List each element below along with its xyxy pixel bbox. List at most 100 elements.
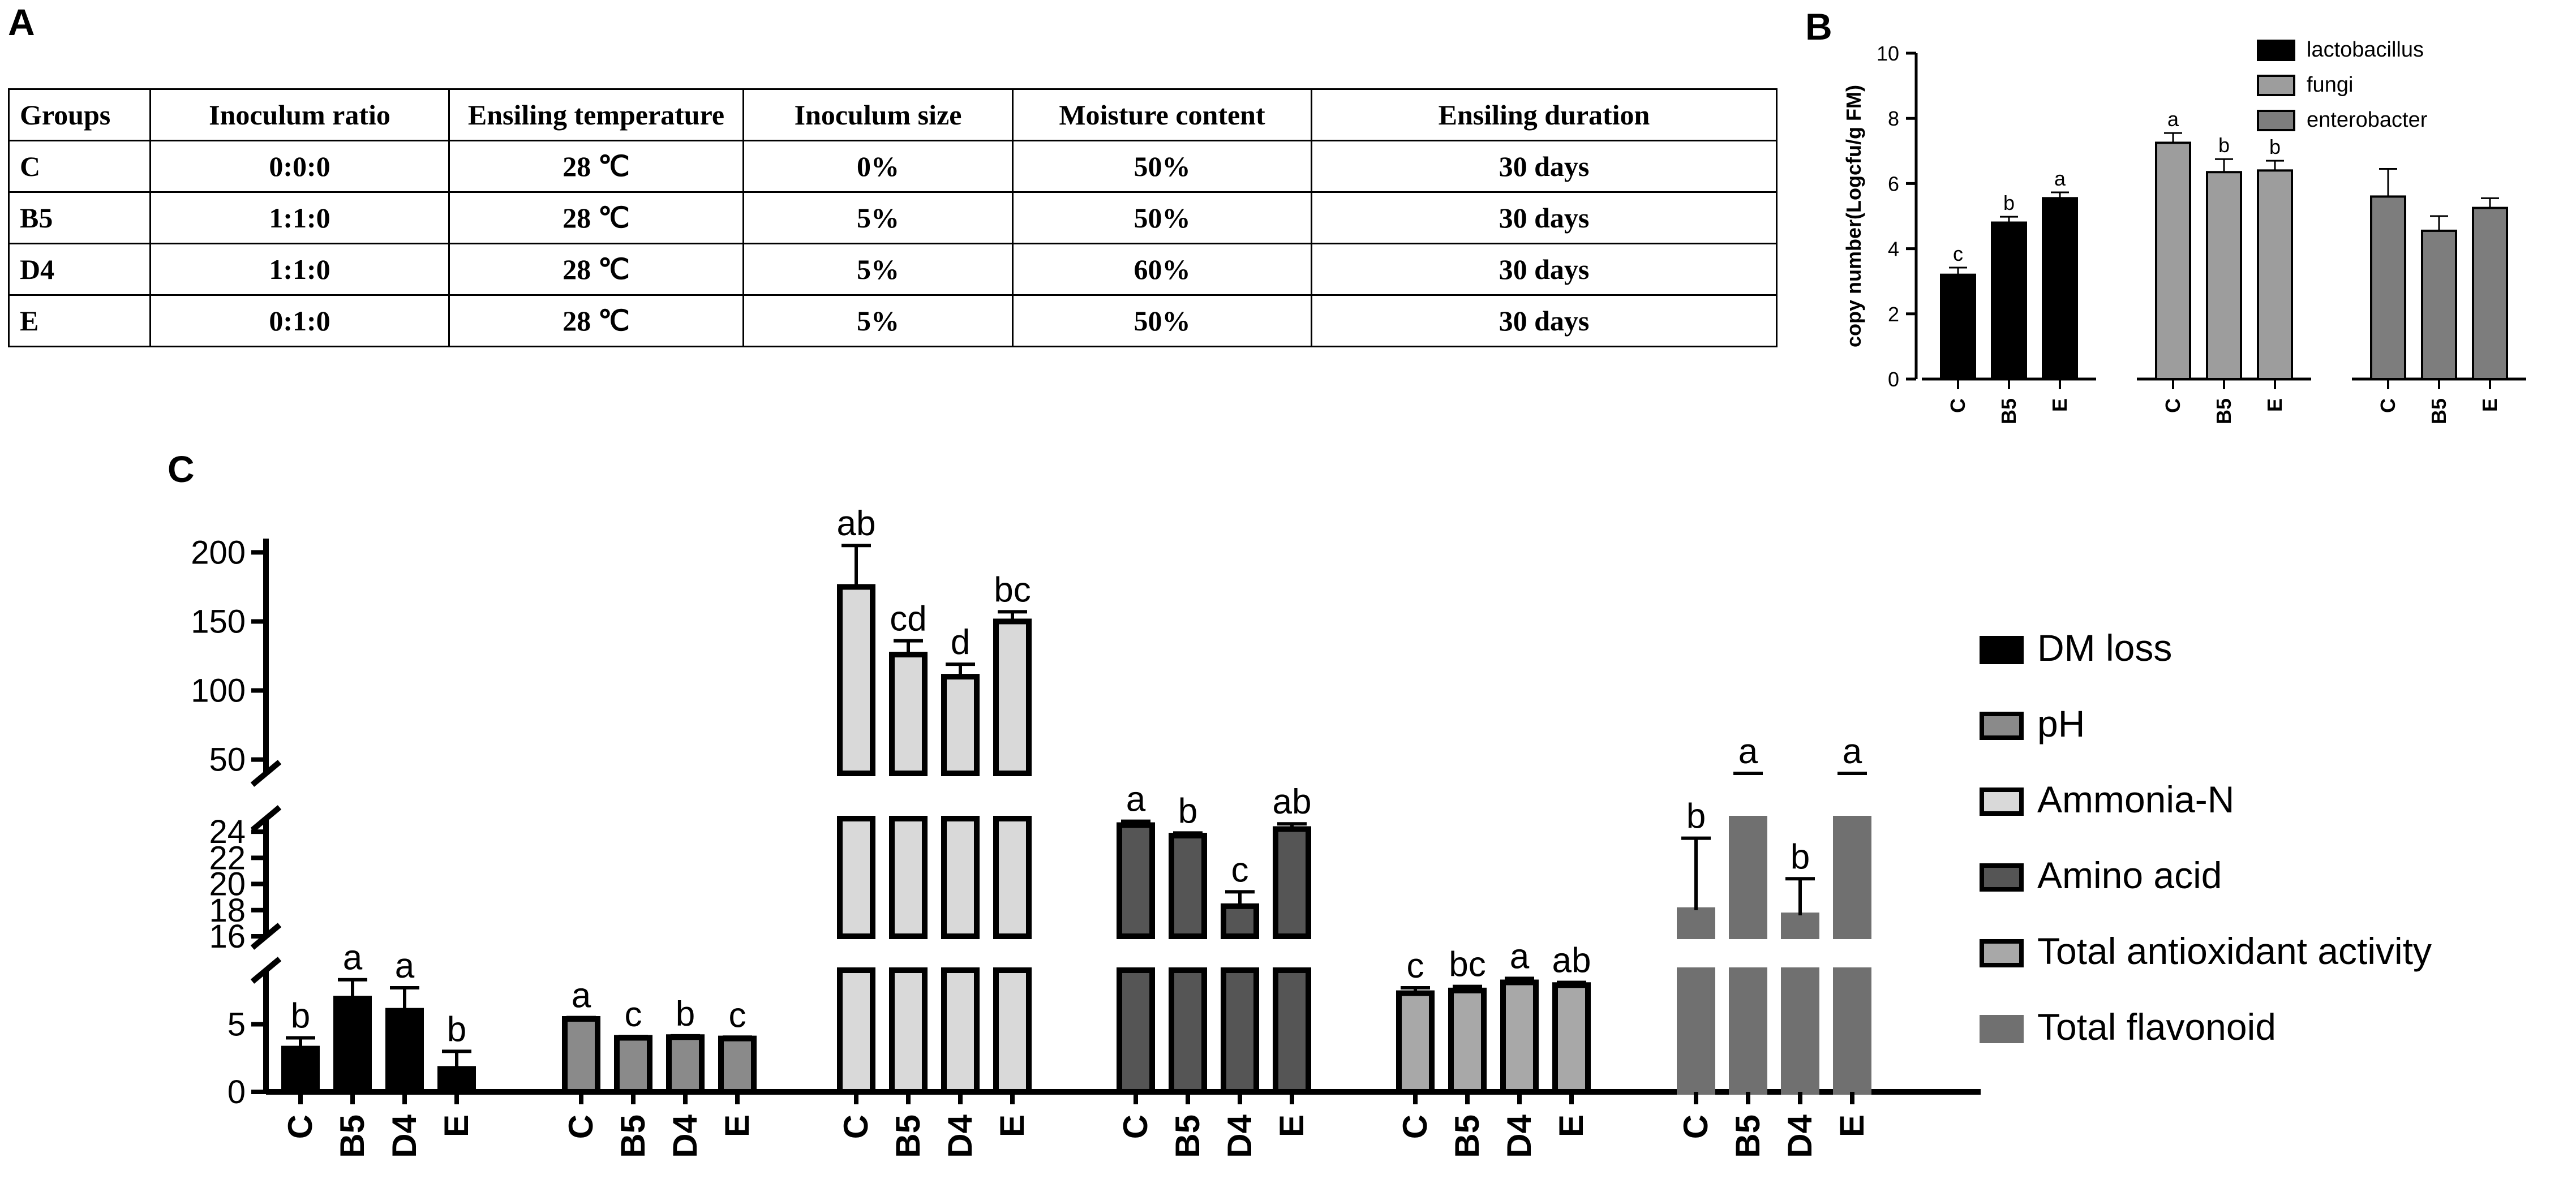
x-tick-label: E <box>993 1114 1031 1137</box>
bar-Ammonia-N-D4 <box>941 674 980 776</box>
significance-label: cd <box>890 600 926 639</box>
table-cell: 1:1:0 <box>149 191 450 244</box>
table-cell: 30 days <box>1311 243 1778 296</box>
x-tick-label: B5 <box>889 1114 927 1158</box>
legend-swatch-Amino acid <box>1980 863 2024 892</box>
significance-label: ab <box>1552 941 1591 980</box>
bar-DM loss-E <box>437 1066 476 1095</box>
x-tick-label: E <box>1833 1114 1871 1137</box>
chart-b: 0 2 4 6 8 10 copy number(Logcfu/g FM) c Cb B5 a Ela… <box>1842 38 2526 424</box>
bar-Total flavonoid-D4 <box>1781 913 1819 939</box>
legend-label-Total flavonoid: Total flavonoid <box>2037 1006 2276 1048</box>
significance-label: a <box>343 939 363 978</box>
x-tick-label: C <box>1117 1114 1154 1139</box>
x-tick-label: E <box>1273 1114 1311 1137</box>
bar-enterobacter-B5 <box>2421 229 2457 380</box>
table-cell: E <box>8 294 151 347</box>
table-cell: 30 days <box>1311 140 1778 193</box>
x-tick-label: E <box>437 1114 475 1137</box>
bar-Amino acid-C <box>1117 967 1155 1095</box>
bar-Amino acid-D4 <box>1221 967 1259 1095</box>
significance-label: b <box>291 996 310 1035</box>
table-cell: 28 ℃ <box>448 243 744 296</box>
y-tick-label: 0 <box>1888 368 1899 391</box>
table-cell: 60% <box>1012 243 1312 296</box>
y-tick-label: 6 <box>1888 172 1899 195</box>
bar-Total flavonoid-C <box>1677 907 1715 939</box>
x-tick-label: C <box>1396 1114 1434 1139</box>
table-cell: 50% <box>1012 140 1312 193</box>
bar-Ammonia-N-C <box>837 967 875 1095</box>
x-tick-label: C <box>281 1114 319 1139</box>
x-tick-label: B5 <box>1997 398 2020 424</box>
x-tick-label: D4 <box>385 1114 423 1157</box>
bar-enterobacter-C <box>2370 195 2406 380</box>
table-header-row: Groups Inoculum ratio Ensiling temperatu… <box>8 88 1778 141</box>
bar-pH-D4 <box>666 1034 705 1095</box>
bar-Ammonia-N-E <box>993 618 1032 776</box>
significance-label: b <box>447 1010 466 1049</box>
significance-label: c <box>1953 242 1963 265</box>
legend-label-DM loss: DM loss <box>2037 627 2172 669</box>
x-tick-label: B5 <box>614 1114 652 1158</box>
y-tick-label: 4 <box>1888 238 1899 261</box>
bar-Amino acid-B5 <box>1169 833 1207 939</box>
bar-fungi-E <box>2257 169 2293 380</box>
bar-Ammonia-N-C <box>837 584 875 777</box>
x-tick-label: C <box>837 1114 875 1139</box>
bar-Total flavonoid-E <box>1833 967 1871 1095</box>
significance-label: c <box>1407 946 1424 986</box>
table-cell: D4 <box>8 243 151 296</box>
y-tick-label: 2 <box>1888 303 1899 326</box>
y-tick-label: 200 <box>191 534 246 571</box>
x-tick-label: B5 <box>1448 1114 1486 1158</box>
table-cell: 28 ℃ <box>448 294 744 347</box>
bar-Total antioxidant activity-D4 <box>1500 979 1539 1095</box>
legend-label-Total antioxidant activity: Total antioxidant activity <box>2037 930 2432 972</box>
y-axis-title: copy number(Logcfu/g FM) <box>1842 85 1865 347</box>
bar-Total antioxidant activity-B5 <box>1448 987 1487 1095</box>
significance-label: c <box>625 995 642 1034</box>
x-tick-label: C <box>2376 398 2399 413</box>
bar-lactobacillus-C <box>1940 273 1976 380</box>
significance-label: d <box>951 623 970 662</box>
x-tick-label: C <box>562 1114 600 1139</box>
significance-label: b <box>2218 134 2230 157</box>
bar-lactobacillus-E <box>2042 197 2078 380</box>
bar-pH-B5 <box>614 1035 652 1095</box>
x-tick-label: E <box>1552 1114 1590 1137</box>
bar-Total antioxidant activity-E <box>1552 982 1591 1095</box>
significance-label: b <box>1686 797 1706 836</box>
y-tick-label: 10 <box>1877 42 1899 65</box>
legend-swatch-DM loss <box>1980 636 2024 664</box>
legend-label-enterobacter: enterobacter <box>2307 108 2428 132</box>
bar-Ammonia-N-C <box>837 816 875 939</box>
legend-label-Ammonia-N: Ammonia-N <box>2037 778 2234 820</box>
legend-swatch-fungi <box>2257 75 2295 96</box>
table-cell: 0% <box>742 140 1014 193</box>
table-header-cell: Groups <box>8 88 151 141</box>
x-tick-label: D4 <box>1781 1114 1819 1157</box>
bar-Total flavonoid-C <box>1677 967 1715 1095</box>
legend-swatch-Total flavonoid <box>1980 1015 2024 1043</box>
bar-Ammonia-N-E <box>993 967 1032 1095</box>
significance-label: b <box>2269 135 2281 158</box>
x-tick-label: D4 <box>1500 1114 1538 1157</box>
table-cell: 5% <box>742 191 1014 244</box>
significance-label: a <box>395 946 415 986</box>
y-tick-label: 50 <box>209 742 246 778</box>
bar-Total flavonoid-B5 <box>1729 967 1767 1095</box>
significance-label: ab <box>837 504 876 543</box>
legend-label-pH: pH <box>2037 703 2085 745</box>
panel-label-a: A <box>8 1 35 43</box>
x-tick-label: C <box>1677 1114 1715 1139</box>
y-tick-label: 20 <box>209 866 246 903</box>
table-cell: 50% <box>1012 294 1312 347</box>
bar-pH-E <box>718 1035 757 1095</box>
bar-DM loss-C <box>281 1045 320 1095</box>
x-tick-label: B5 <box>1729 1114 1767 1158</box>
bar-Total antioxidant activity-C <box>1396 990 1435 1095</box>
significance-label: a <box>1126 780 1146 819</box>
x-tick-label: E <box>2048 398 2071 412</box>
